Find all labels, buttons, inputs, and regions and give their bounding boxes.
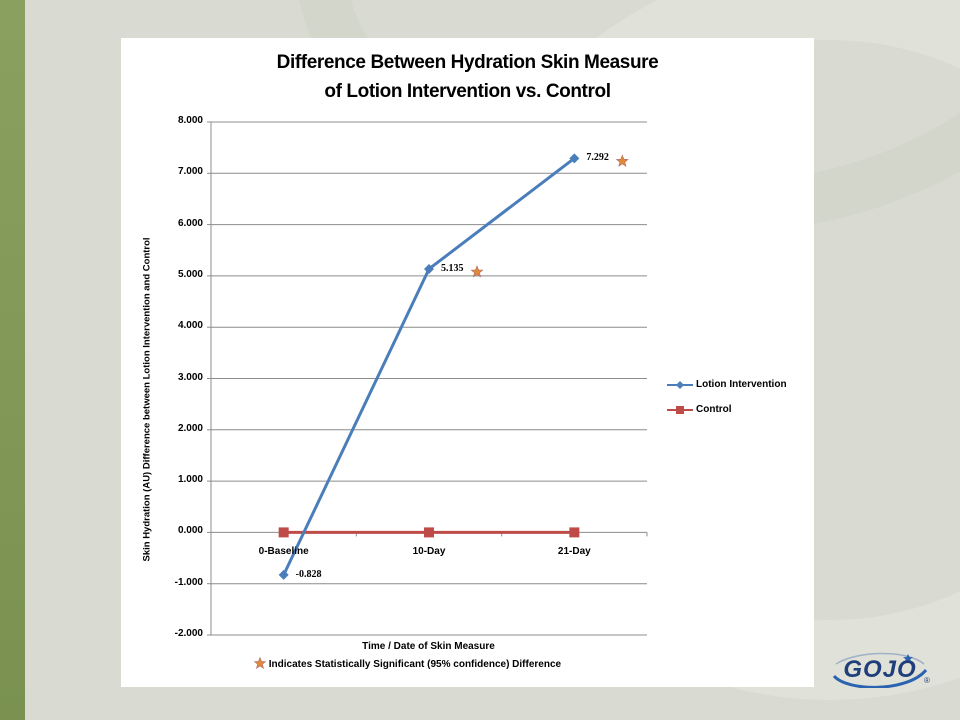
y-tick-label: -2.000: [174, 628, 203, 639]
y-tick-label: 6.000: [177, 217, 203, 229]
registered-mark: ®: [924, 676, 930, 685]
data-point-control: [424, 527, 434, 538]
data-label: -0.828: [295, 568, 322, 580]
y-tick-label: 2.000: [177, 422, 203, 434]
chart-panel: Difference Between Hydration Skin Measur…: [121, 38, 814, 687]
y-axis-label: Skin Hydration (AU) Difference between L…: [141, 237, 153, 562]
chart-plot: [207, 121, 648, 636]
x-tick-label: 10-Day: [412, 546, 446, 558]
data-label: 5.135: [441, 262, 464, 274]
y-tick-label: 1.000: [177, 474, 203, 486]
footnote-text: Indicates Statistically Significant (95%…: [268, 659, 562, 670]
logo-swoosh-icon: [832, 652, 928, 688]
chart-title-line-1: Difference Between Hydration Skin Measur…: [276, 52, 659, 73]
legend-marker-control: [667, 406, 693, 414]
significance-star-icon: [470, 265, 484, 278]
data-point-lotion: [278, 569, 289, 580]
y-tick-label: 5.000: [177, 268, 203, 280]
x-tick-label: 0-Baseline: [258, 546, 309, 558]
chart-title-line-2: of Lotion Intervention vs. Control: [324, 81, 611, 102]
y-tick-label: 7.000: [177, 166, 203, 178]
data-label: 7.292: [586, 152, 609, 164]
legend-label-control: Control: [696, 404, 732, 415]
legend-label-lotion: Lotion Intervention: [696, 379, 787, 390]
data-point-control: [278, 527, 289, 538]
logo-text: GOJO: [843, 656, 917, 683]
y-tick-label: 4.000: [177, 320, 203, 332]
y-tick-label: -1.000: [174, 576, 203, 588]
data-point-lotion: [424, 263, 434, 274]
y-tick-label: 0.000: [177, 525, 203, 537]
legend-item-lotion: Lotion Intervention: [667, 378, 817, 392]
gojo-logo: GOJO ®: [828, 652, 932, 688]
significance-star-icon: [615, 154, 629, 167]
series-line-lotion: [282, 157, 576, 576]
legend-marker-lotion: [667, 381, 693, 389]
y-tick-label: 8.000: [177, 115, 203, 126]
legend-item-control: Control: [667, 403, 817, 417]
data-point-control: [569, 527, 580, 538]
y-tick-label: 3.000: [177, 371, 203, 383]
data-point-lotion: [569, 153, 580, 164]
significance-footnote: Indicates Statistically Significant (95%…: [254, 657, 754, 670]
significance-star-icon: [254, 657, 266, 669]
x-tick-label: 21-Day: [557, 546, 591, 558]
x-axis-label: Time / Date of Skin Measure: [362, 641, 495, 652]
left-accent-bar: [0, 0, 25, 720]
